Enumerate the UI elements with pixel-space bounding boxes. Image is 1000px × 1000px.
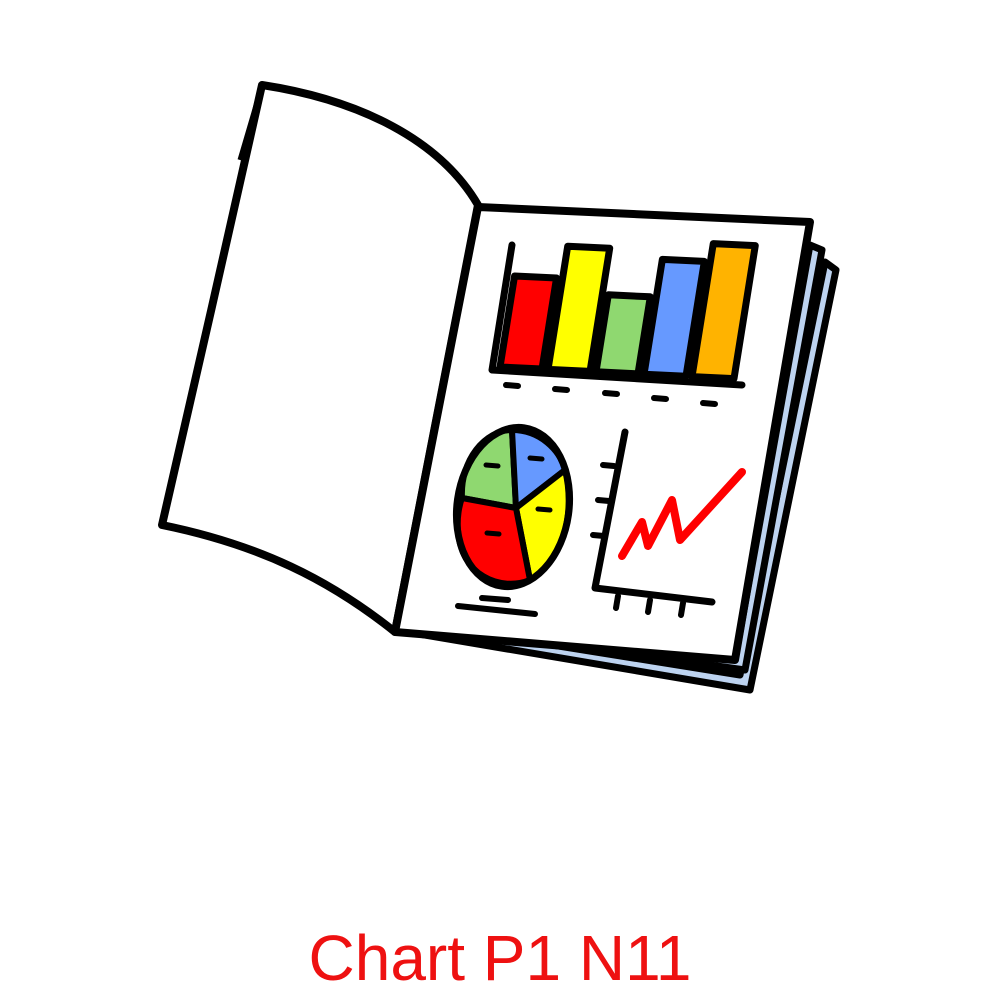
bar-tick-mark [503, 382, 521, 389]
caption: Chart P1 N11 [308, 922, 692, 994]
bar-chart [496, 240, 759, 383]
book-left-page-curl [237, 84, 265, 161]
pie-outline [452, 423, 574, 591]
line-chart-x-ticks [613, 593, 686, 618]
pie-dash-mark [535, 506, 553, 513]
pie-dash-marks [483, 455, 553, 537]
open-report-book-icon [158, 81, 840, 694]
bar-blue [640, 255, 708, 380]
bar-red [496, 272, 561, 373]
pie-dash-mark [484, 530, 502, 537]
bar-tick-mark [602, 390, 620, 397]
bar-chart-axis [488, 241, 746, 389]
bar-orange [688, 240, 759, 383]
line-chart [590, 428, 746, 618]
pie-dash-mark [527, 455, 545, 462]
bar-tick-mark [700, 400, 718, 407]
line-chart-axis [591, 428, 716, 606]
line-chart-y-ticks [590, 462, 617, 539]
bar-tick-mark [651, 395, 669, 402]
trend-line [618, 468, 746, 560]
bar-chart-tick-marks [503, 382, 718, 407]
bar-tick-mark [552, 386, 570, 393]
pie-chart-underline [455, 595, 538, 617]
book-left-page [158, 81, 482, 636]
bar-yellow [544, 242, 614, 375]
pie-dash-mark [483, 462, 501, 469]
pie-chart [452, 423, 574, 617]
bar-green [592, 291, 654, 378]
